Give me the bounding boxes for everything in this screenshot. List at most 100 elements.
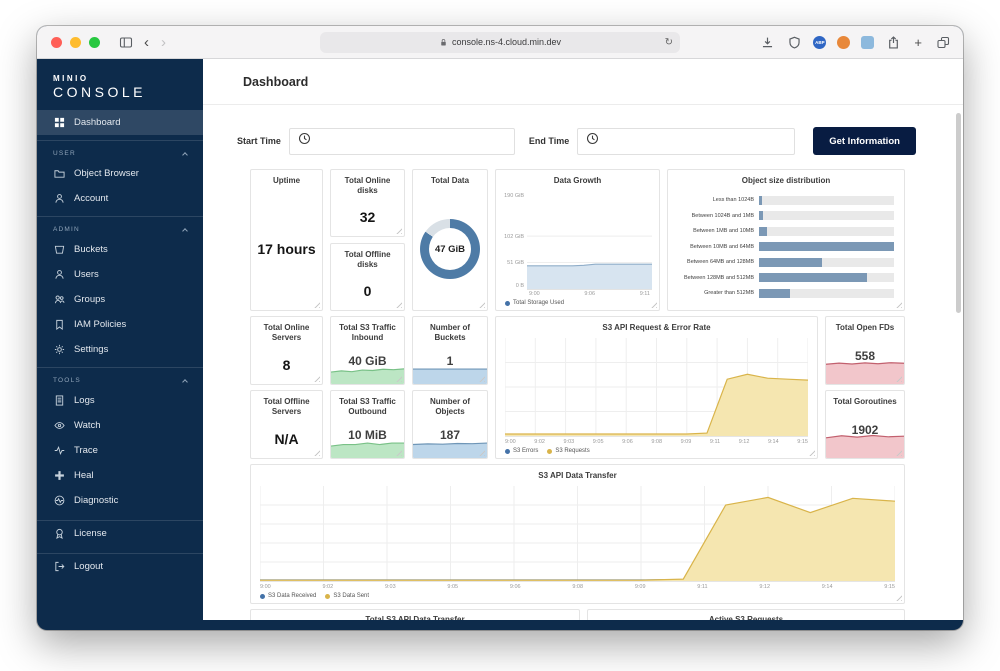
fullscreen-window-button[interactable] [89, 36, 100, 48]
new-tab-icon[interactable]: + [914, 34, 922, 50]
widgets-row-partial: Total S3 API Data Transfer Active S3 Req… [250, 609, 905, 620]
x-axis-labels: 9:00 9:02 9:03 9:05 9:06 9:08 9:09 9:11 9:12 9:14… [496, 437, 817, 445]
sidebar-item-diagnostic[interactable]: Diagnostic [37, 488, 203, 513]
sidebar-item-watch[interactable]: Watch [37, 413, 203, 438]
reload-icon[interactable]: ↻ [664, 36, 673, 48]
sidebar-toggle-icon[interactable] [118, 34, 134, 50]
mid-right-column: Total Open FDs 558 Total Goroutines [825, 316, 905, 459]
card-title: Number of Objects [430, 397, 470, 416]
sidebar-section-admin[interactable]: ADMIN [37, 216, 203, 237]
card-resize-handle[interactable] [313, 301, 320, 308]
widgets-grid: Uptime 17 hours Total Online disks 32 To… [250, 169, 905, 620]
widgets-row-3: Total Offline Servers N/A Total S3 Traff… [250, 390, 488, 459]
sidebar-item-buckets[interactable]: Buckets [37, 237, 203, 262]
card-resize-handle[interactable] [313, 449, 320, 456]
data-growth-chart [527, 191, 652, 290]
sidebar-item-logs[interactable]: Logs [37, 388, 203, 413]
axis-tick: 9:06 [509, 584, 521, 590]
axis-tick: 9:06 [584, 291, 596, 297]
privacy-shield-icon[interactable] [786, 34, 802, 50]
card-resize-handle[interactable] [478, 301, 485, 308]
card-title: Total Offline disks [344, 250, 391, 269]
sidebar-section-tools[interactable]: TOOLS [37, 367, 203, 388]
axis-tick: 9:15 [797, 439, 808, 445]
page-scrollbar[interactable] [956, 113, 961, 313]
open-fds-sparkline [826, 354, 904, 384]
bar-row: Between 1024B and 1MB [674, 210, 894, 221]
card-resize-handle[interactable] [478, 375, 485, 382]
extension-icon-blue[interactable] [861, 35, 875, 49]
card-resize-handle[interactable] [895, 301, 902, 308]
buckets-icon [53, 244, 65, 256]
widgets-row-4: S3 API Data Transfer 9:00 9:02 9:03 9:05 9:0… [250, 464, 905, 604]
diagnostic-icon [53, 495, 65, 507]
sidebar-item-license[interactable]: License [37, 521, 203, 546]
minio-logo-text: MINIO [53, 74, 89, 83]
card-resize-handle[interactable] [395, 301, 402, 308]
card-resize-handle[interactable] [478, 449, 485, 456]
end-time-input[interactable] [577, 127, 796, 155]
card-resize-handle[interactable] [895, 449, 902, 456]
object-browser-icon [53, 168, 65, 180]
card-resize-handle[interactable] [808, 449, 815, 456]
card-resize-handle[interactable] [395, 227, 402, 234]
sidebar-item-object-browser[interactable]: Object Browser [37, 161, 203, 186]
sidebar-item-dashboard[interactable]: Dashboard [37, 110, 203, 135]
minimize-window-button[interactable] [70, 36, 81, 48]
share-icon[interactable] [885, 34, 901, 50]
goroutines-card: Total Goroutines 1902 [825, 390, 905, 459]
sidebar-item-users[interactable]: Users [37, 262, 203, 287]
card-resize-handle[interactable] [395, 449, 402, 456]
sidebar-item-iam-policies[interactable]: IAM Policies [37, 312, 203, 337]
card-title: Number of Buckets [430, 323, 470, 342]
card-resize-handle[interactable] [395, 375, 402, 382]
extension-icon-orange[interactable] [837, 35, 851, 49]
axis-tick: 9:08 [651, 439, 663, 445]
browser-toolbar: ‹ › console.ns-4.cloud.min.dev ↻ ABP + [37, 26, 963, 59]
sidebar-item-heal[interactable]: Heal [37, 463, 203, 488]
online-disks-card: Total Online disks 32 [330, 169, 405, 237]
legend-item: S3 Requests [547, 448, 590, 454]
card-resize-handle[interactable] [895, 375, 902, 382]
sidebar-item-label: Buckets [74, 244, 108, 255]
sidebar-item-logout[interactable]: Logout [37, 554, 203, 579]
get-information-button[interactable]: Get Information [813, 127, 916, 155]
heal-cross-icon [53, 470, 65, 482]
close-window-button[interactable] [51, 36, 62, 48]
bar-row: Between 128MB and 512MB [674, 272, 894, 283]
s3-traffic-inbound-card: Total S3 Traffic Inbound 40 GiB [330, 316, 405, 385]
axis-tick: 9:03 [384, 584, 396, 590]
axis-tick: 9:12 [759, 584, 771, 590]
sidebar-item-trace[interactable]: Trace [37, 438, 203, 463]
offline-servers-card: Total Offline Servers N/A [250, 390, 323, 459]
sidebar-section-label: USER [53, 150, 76, 157]
start-time-input[interactable] [288, 127, 515, 155]
clock-icon [586, 132, 599, 150]
sidebar-section-user[interactable]: USER [37, 140, 203, 161]
bar-row: Between 10MB and 64MB [674, 241, 894, 252]
bar-row: Between 64MB and 128MB [674, 257, 894, 268]
online-servers-value: 8 [282, 356, 291, 373]
back-button[interactable]: ‹ [144, 33, 149, 51]
sidebar-item-groups[interactable]: Groups [37, 287, 203, 312]
data-growth-card: Data Growth 190 GiB 102 GiB 51 GiB 0 B 9:00… [495, 169, 660, 311]
tab-overview-icon[interactable] [935, 34, 951, 50]
bar-row: Between 1MB and 10MB [674, 226, 894, 237]
sidebar-item-account[interactable]: Account [37, 186, 203, 211]
adblock-extension-icon[interactable]: ABP [813, 35, 827, 49]
watch-eye-icon [53, 420, 65, 432]
downloads-icon[interactable] [759, 34, 775, 50]
sidebar-item-label: Users [74, 269, 99, 280]
card-resize-handle[interactable] [650, 301, 657, 308]
active-s3-requests-card: Active S3 Requests [587, 609, 905, 620]
address-bar[interactable]: console.ns-4.cloud.min.dev ↻ [320, 31, 680, 53]
card-resize-handle[interactable] [313, 375, 320, 382]
forward-button[interactable]: › [161, 33, 166, 51]
s3-traffic-outbound-card: Total S3 Traffic Outbound 10 MiB [330, 390, 405, 459]
sidebar-item-settings[interactable]: Settings [37, 337, 203, 362]
axis-tick: 0 B [515, 283, 524, 290]
sidebar-section-label: TOOLS [53, 377, 81, 384]
sidebar-nav: Dashboard USER Object Browser Account AD… [37, 110, 203, 579]
sidebar-divider [37, 553, 203, 554]
card-resize-handle[interactable] [895, 594, 902, 601]
